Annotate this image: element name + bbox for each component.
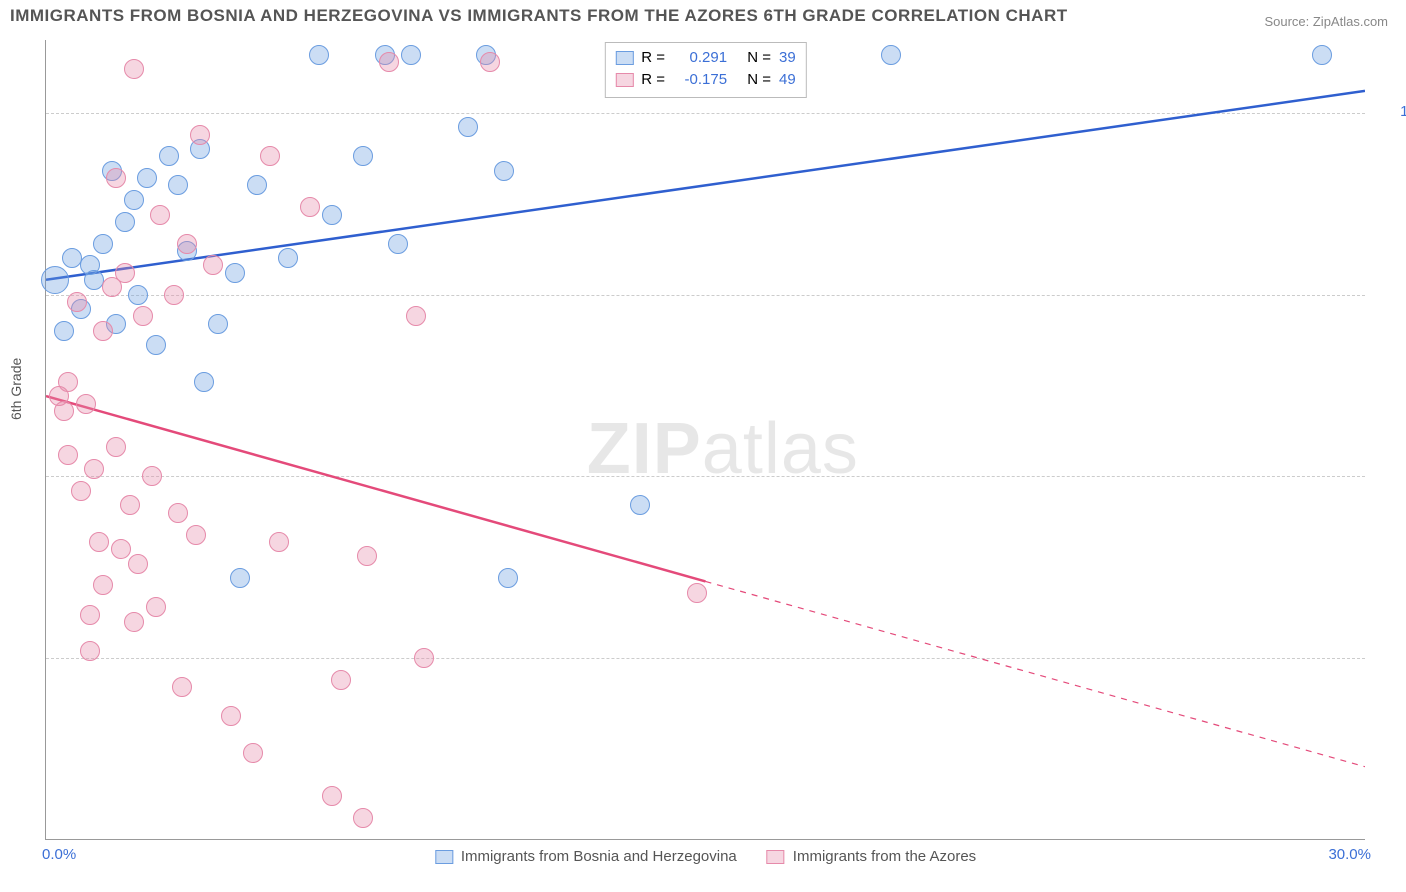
data-point (243, 743, 263, 763)
legend-n-value-a: 39 (779, 47, 796, 69)
data-point (480, 52, 500, 72)
data-point (225, 263, 245, 283)
data-point (54, 321, 74, 341)
data-point (137, 168, 157, 188)
x-tick-label: 30.0% (1328, 846, 1371, 863)
data-point (357, 546, 377, 566)
data-point (401, 45, 421, 65)
data-point (379, 52, 399, 72)
data-point (203, 255, 223, 275)
x-tick-label: 0.0% (42, 846, 76, 863)
data-point (115, 263, 135, 283)
correlation-legend: R = 0.291 N = 39 R = -0.175 N = 49 (604, 42, 806, 98)
data-point (67, 292, 87, 312)
data-point (168, 503, 188, 523)
y-tick-label: 95.0% (1371, 466, 1406, 483)
legend-r-label: R = (641, 69, 665, 91)
series-legend: Immigrants from Bosnia and Herzegovina I… (435, 848, 976, 865)
data-point (80, 605, 100, 625)
data-point (172, 677, 192, 697)
data-point (71, 481, 91, 501)
data-point (881, 45, 901, 65)
legend-n-label: N = (747, 47, 771, 69)
data-point (93, 321, 113, 341)
data-point (58, 445, 78, 465)
series-b-label: Immigrants from the Azores (793, 848, 976, 865)
data-point (269, 532, 289, 552)
legend-r-value-a: 0.291 (673, 47, 727, 69)
y-tick-label: 100.0% (1371, 103, 1406, 120)
legend-swatch-a (615, 51, 633, 65)
data-point (278, 248, 298, 268)
data-point (414, 648, 434, 668)
data-point (331, 670, 351, 690)
data-point (150, 205, 170, 225)
data-point (300, 197, 320, 217)
data-point (494, 161, 514, 181)
data-point (124, 59, 144, 79)
data-point (406, 306, 426, 326)
chart-title: IMMIGRANTS FROM BOSNIA AND HERZEGOVINA V… (10, 6, 1068, 26)
data-point (133, 306, 153, 326)
legend-r-label: R = (641, 47, 665, 69)
data-point (93, 575, 113, 595)
data-point (84, 459, 104, 479)
data-point (89, 532, 109, 552)
data-point (115, 212, 135, 232)
data-point (190, 125, 210, 145)
legend-swatch-a (435, 850, 453, 864)
data-point (388, 234, 408, 254)
data-point (194, 372, 214, 392)
plot-area: 92.5%95.0%97.5%100.0% ZIPatlas R = 0.291… (45, 40, 1365, 840)
data-point (177, 234, 197, 254)
legend-swatch-b (615, 73, 633, 87)
data-point (322, 786, 342, 806)
data-point (260, 146, 280, 166)
scatter-points (46, 40, 1365, 839)
data-point (186, 525, 206, 545)
source-attribution: Source: ZipAtlas.com (1264, 14, 1388, 29)
data-point (146, 335, 166, 355)
series-a-label: Immigrants from Bosnia and Herzegovina (461, 848, 737, 865)
data-point (230, 568, 250, 588)
data-point (164, 285, 184, 305)
data-point (128, 554, 148, 574)
legend-n-value-b: 49 (779, 69, 796, 91)
data-point (458, 117, 478, 137)
data-point (353, 146, 373, 166)
data-point (106, 437, 126, 457)
data-point (322, 205, 342, 225)
data-point (221, 706, 241, 726)
data-point (309, 45, 329, 65)
data-point (168, 175, 188, 195)
data-point (142, 466, 162, 486)
data-point (54, 401, 74, 421)
data-point (146, 597, 166, 617)
data-point (41, 266, 69, 294)
legend-n-label: N = (747, 69, 771, 91)
data-point (128, 285, 148, 305)
legend-swatch-b (767, 850, 785, 864)
y-tick-label: 92.5% (1371, 648, 1406, 665)
data-point (124, 190, 144, 210)
data-point (58, 372, 78, 392)
data-point (498, 568, 518, 588)
data-point (208, 314, 228, 334)
data-point (1312, 45, 1332, 65)
legend-r-value-b: -0.175 (673, 69, 727, 91)
data-point (106, 168, 126, 188)
data-point (124, 612, 144, 632)
data-point (76, 394, 96, 414)
data-point (353, 808, 373, 828)
data-point (120, 495, 140, 515)
data-point (247, 175, 267, 195)
data-point (80, 641, 100, 661)
data-point (630, 495, 650, 515)
data-point (111, 539, 131, 559)
y-tick-label: 97.5% (1371, 285, 1406, 302)
data-point (687, 583, 707, 603)
data-point (159, 146, 179, 166)
data-point (93, 234, 113, 254)
y-axis-label: 6th Grade (8, 358, 24, 420)
